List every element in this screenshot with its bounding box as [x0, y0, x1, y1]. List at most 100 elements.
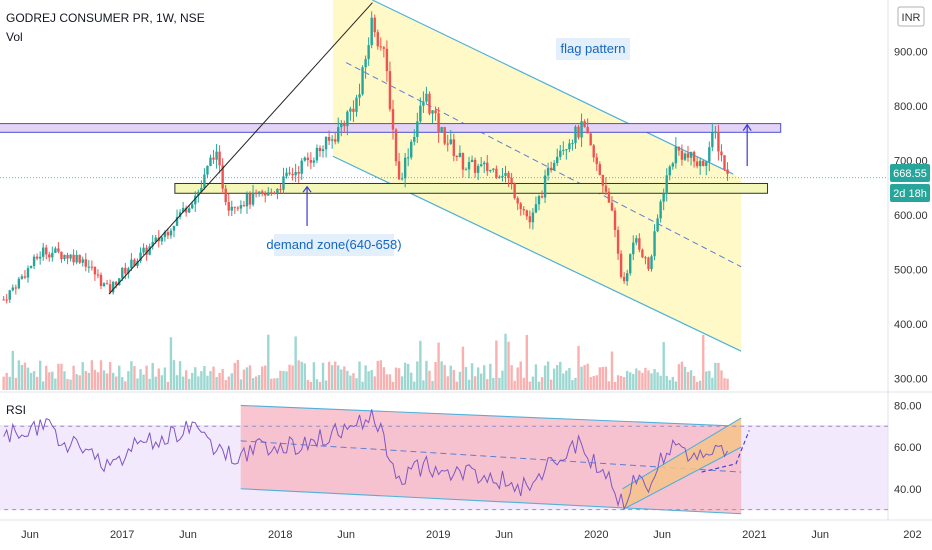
candle-body [644, 257, 647, 259]
volume-bar [45, 365, 48, 390]
volume-bar [14, 377, 18, 390]
volume-bar [32, 371, 36, 390]
volume-bar [720, 370, 723, 390]
candle-body [705, 161, 708, 166]
volume-bar [458, 371, 462, 390]
volume-bar [197, 376, 200, 390]
axes: 900.00800.00700.00600.00500.00400.00300.… [21, 47, 928, 541]
candle-body [373, 17, 376, 33]
volume-bar [69, 379, 72, 390]
candle-body [528, 216, 532, 223]
volume-bar [425, 360, 428, 390]
candle-body [619, 253, 623, 277]
volume-bar [72, 365, 75, 390]
volume-bar [708, 370, 711, 390]
candle-body [254, 192, 258, 195]
volume-bar [416, 361, 419, 390]
volume-bar [42, 381, 45, 390]
candle-body [461, 153, 465, 170]
volume-bar [93, 369, 97, 390]
rsi-upper-line [240, 404, 742, 427]
candle-body [245, 194, 249, 207]
candle-body [546, 167, 550, 176]
candle-body [300, 160, 303, 174]
volume-bar [352, 373, 355, 390]
candle-body [78, 254, 81, 263]
volume-bar [139, 369, 142, 390]
volume-bar [373, 376, 376, 390]
volume-bar [638, 370, 641, 390]
volume-bar [343, 366, 346, 390]
volume-bar [580, 366, 583, 390]
candle-body [549, 167, 553, 171]
rsi-projection [701, 430, 750, 473]
candle-body [677, 146, 681, 151]
volume-bar [479, 373, 483, 390]
time-tick-label: 2019 [426, 529, 450, 541]
currency-button[interactable] [897, 6, 925, 27]
volume-bar [2, 376, 5, 390]
volume-bar [312, 362, 316, 390]
volume-bar [358, 361, 361, 390]
candle-body [589, 133, 592, 146]
candle-body [264, 193, 267, 196]
candle-body [622, 276, 626, 282]
candle-body [51, 252, 54, 258]
candle-body [607, 191, 611, 203]
volume-bar [440, 361, 443, 390]
candle-body [184, 207, 188, 213]
candle-body [543, 175, 547, 198]
candle-body [388, 71, 392, 110]
candle-body [467, 162, 471, 170]
candle-body [522, 209, 525, 211]
volume-bar [683, 366, 687, 390]
volume-bar [379, 360, 383, 390]
volume-bar [26, 367, 30, 390]
volume-bar [714, 362, 717, 390]
volume-bar [632, 373, 635, 390]
candle-body [273, 192, 276, 194]
volume-label: Vol [6, 30, 23, 44]
candle-body [616, 230, 620, 254]
candle-body [118, 278, 121, 286]
volume-bar [166, 381, 170, 390]
candle-body [504, 172, 507, 176]
demand-label-box [274, 234, 394, 256]
volume-bar [717, 362, 720, 390]
candle-body [458, 153, 462, 157]
volume-bar [622, 377, 626, 390]
volume-bar [431, 380, 434, 390]
volume-bar [349, 375, 352, 390]
candle-body [63, 254, 66, 260]
volume-bar [337, 365, 340, 390]
candle-body [309, 160, 313, 163]
time-tick-label: Jun [21, 529, 39, 541]
volume-bar [510, 365, 513, 390]
candle-body [5, 299, 8, 301]
candle-body [419, 105, 422, 122]
volume-bar [452, 369, 456, 390]
volume-bar [142, 374, 145, 390]
price-tick-label: 600.00 [894, 210, 928, 222]
volume-bar [66, 378, 69, 390]
candle-body [194, 195, 197, 205]
candle-body [66, 254, 69, 259]
demand-zone [174, 182, 769, 194]
candle-body [702, 160, 705, 166]
candle-body [665, 175, 668, 194]
candle-body [340, 123, 343, 128]
volume-bar [327, 361, 331, 390]
volume-bar [114, 376, 118, 390]
volume-bar [635, 368, 638, 390]
rsi-rising-fill [622, 417, 742, 510]
candle-body [221, 165, 224, 189]
volume-bar [607, 381, 611, 390]
candle-body [440, 127, 443, 133]
volume-bar [257, 375, 261, 390]
volume-bar [230, 373, 233, 390]
volume-bar [723, 378, 726, 390]
candle-body [102, 283, 106, 286]
volume-bar [662, 342, 665, 390]
volume-bar [309, 381, 313, 390]
volume-bar [671, 376, 675, 390]
